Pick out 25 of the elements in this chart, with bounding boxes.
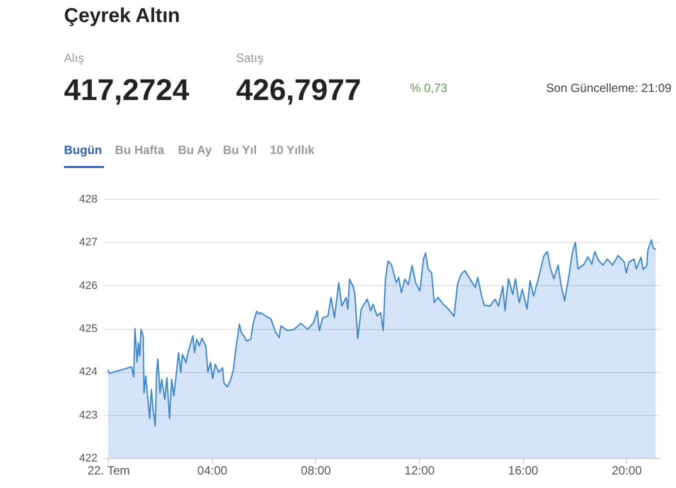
- y-tick-label: 426: [79, 280, 98, 292]
- y-tick-label: 422: [79, 452, 98, 464]
- x-tick-label: 04:00: [197, 464, 228, 478]
- y-tick-label: 428: [79, 194, 98, 206]
- y-tick-label: 427: [79, 236, 98, 249]
- text: Satış: [236, 51, 264, 65]
- x-tick-label: 16:00: [508, 464, 539, 478]
- x-tick-label: 20:00: [612, 464, 642, 478]
- x-tick-label: 12:00: [404, 464, 435, 478]
- text: Bu Yıl: [223, 143, 257, 157]
- text: Alış: [64, 51, 84, 65]
- chart-title: Çeyrek Altın: [64, 5, 180, 27]
- x-tick-label: 22. Tem: [87, 464, 130, 478]
- text: 10 Yıllık: [270, 143, 315, 157]
- text: % 0,73: [410, 81, 448, 95]
- text: 417,2724: [64, 74, 190, 107]
- text: Bugün: [64, 143, 102, 157]
- text: 426,7977: [236, 74, 362, 107]
- text: Bu Hafta: [115, 143, 165, 157]
- text: Bu Ay: [178, 143, 212, 157]
- y-tick-label: 425: [79, 323, 98, 335]
- y-tick-label: 423: [79, 409, 98, 422]
- y-tick-label: 424: [79, 366, 98, 378]
- x-tick-label: 08:00: [300, 464, 332, 478]
- text: Son Güncelleme: 21:09: [546, 81, 672, 95]
